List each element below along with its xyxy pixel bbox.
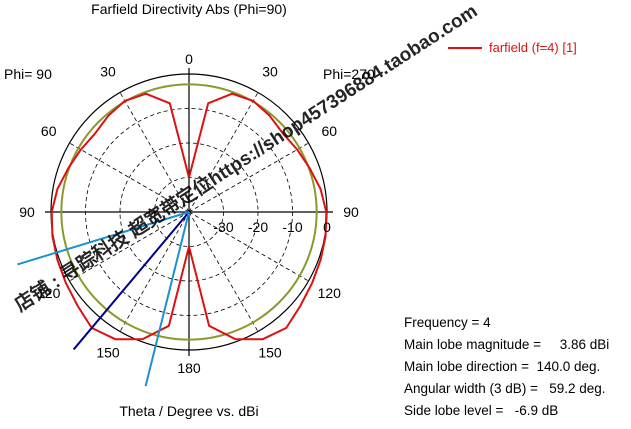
angle-label-left-60: 60 [41,123,57,139]
grid-spoke-left-120 [69,211,190,282]
grid-spoke-right-30 [188,92,259,213]
chart-title: Farfield Directivity Abs (Phi=90) [91,1,287,17]
grid-spoke-left-30 [119,92,190,213]
grid-spoke-right-150 [188,211,259,332]
angle-label-right-90: 90 [343,204,359,220]
marker-line-2 [144,211,190,387]
angle-label-left-150: 150 [96,344,120,360]
grid-spoke-right-60 [188,142,309,213]
angle-label-left-90: 90 [19,204,35,220]
angle-label-left-120: 120 [37,285,61,301]
phi-left-label: Phi= 90 [4,66,52,82]
series-curve-0 [50,92,328,341]
angle-label-left-30: 30 [100,64,116,80]
grid-spoke-left-60 [69,142,190,213]
legend-label: farfield (f=4) [1] [489,40,577,55]
info-frequency: Frequency = 4 [404,315,491,330]
radial-tick-m10: -10 [282,219,302,235]
angle-label-right-120: 120 [318,285,342,301]
info-main-lobe-magnitude: Main lobe magnitude = 3.86 dBi [404,337,610,352]
radial-tick-0: 0 [323,219,331,235]
grid-spoke-left-150 [119,211,190,332]
info-main-lobe-direction: Main lobe direction = 140.0 deg. [404,359,601,374]
radial-tick-m30: -30 [213,219,233,235]
angle-label-bottom: 180 [177,360,201,376]
watermark-text: 店铺 : 寻踪科技 超宽带定位https://shop457396884.tao… [10,0,481,316]
marker-line-1 [17,211,190,266]
reference-circle [60,83,318,341]
x-axis-label: Theta / Degree vs. dBi [119,403,258,419]
angle-label-right-30: 30 [262,64,278,80]
angle-label-right-150: 150 [258,344,282,360]
info-side-lobe-level: Side lobe level = -6.9 dB [404,403,559,418]
angle-label-top: 0 [185,51,193,67]
info-angular-width: Angular width (3 dB) = 59.2 deg. [404,381,606,396]
grid-spoke-right-120 [188,211,309,282]
phi-right-label: Phi=270 [323,66,375,82]
marker-line-0 [72,211,190,351]
angle-label-right-60: 60 [322,123,338,139]
radial-tick-m20: -20 [248,219,268,235]
